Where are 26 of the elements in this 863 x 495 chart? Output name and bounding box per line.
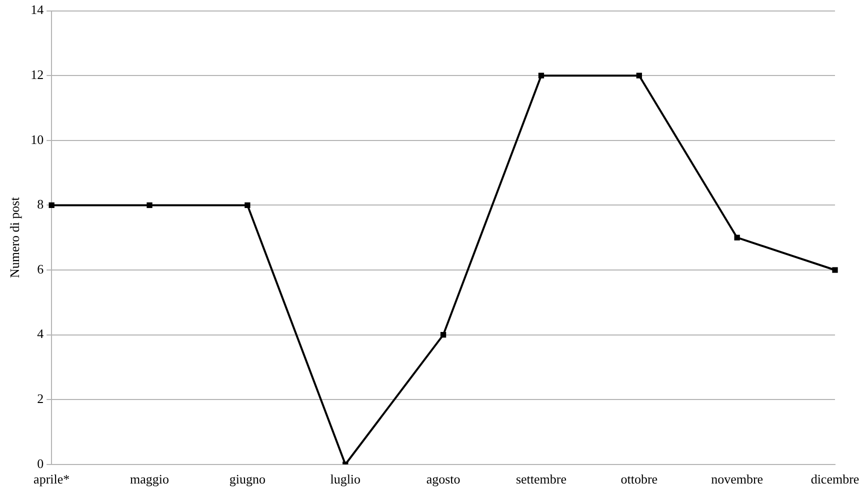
point (48, 202, 54, 208)
point (734, 234, 740, 240)
y-tick-label: 2 (37, 391, 44, 406)
y-tick-label: 4 (37, 326, 44, 342)
x-tick-label: ottobre (620, 472, 658, 487)
x-tick-label: settembre (516, 472, 567, 487)
point (244, 202, 250, 208)
point (538, 72, 544, 78)
x-tick-label: novembre (711, 472, 764, 487)
point (440, 332, 446, 338)
x-tick-label: dicembre (810, 472, 860, 487)
point (832, 267, 838, 273)
y-tick-label: 14 (30, 2, 44, 18)
x-tick-label: giugno (229, 472, 266, 487)
y-tick-label: 10 (30, 132, 44, 147)
y-tick-label: 8 (37, 196, 44, 212)
y-tick-label: 12 (30, 67, 44, 82)
y-tick-label: 0 (37, 456, 44, 471)
x-tick-label: luglio (330, 472, 361, 487)
point (146, 202, 152, 208)
y-tick-label: 6 (37, 261, 44, 276)
x-tick-label: aprile* (34, 472, 70, 487)
point (636, 72, 642, 78)
x-tick-label: agosto (426, 472, 460, 487)
x-tick-label: maggio (130, 472, 170, 487)
y-axis-title: Numero di post (7, 196, 22, 278)
